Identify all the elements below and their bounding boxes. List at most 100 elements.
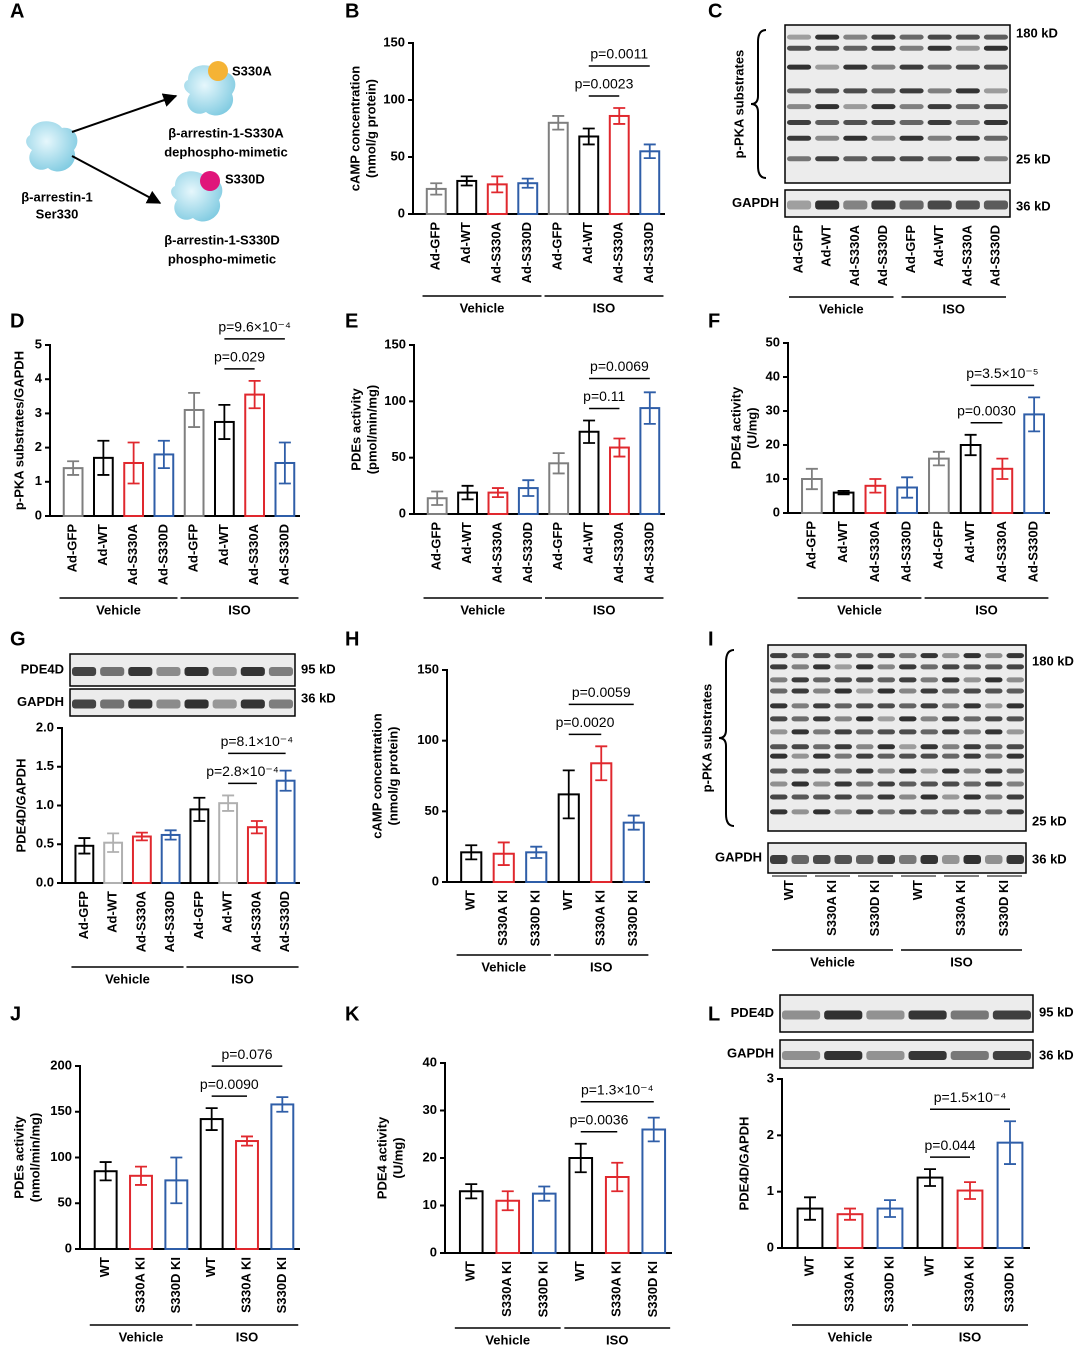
blot-band — [1006, 781, 1024, 787]
error-bar — [552, 115, 565, 131]
blot-band — [268, 667, 293, 676]
blot-band — [963, 781, 981, 787]
blot-band — [899, 653, 917, 659]
annotation: p=9.6×10⁻⁴ — [218, 319, 291, 335]
lane-label: Ad-GFP — [903, 225, 918, 274]
blot-band — [985, 744, 1003, 750]
blot-band — [843, 135, 868, 141]
lane-label: S330D KI — [996, 880, 1011, 936]
blot-band — [942, 781, 960, 787]
blot-band — [942, 729, 960, 735]
x-tick-label: Ad-GFP — [803, 521, 818, 570]
error-bar — [170, 1156, 183, 1205]
error-bar — [222, 794, 235, 812]
blot-band — [927, 119, 952, 125]
group-label: Vehicle — [481, 959, 526, 974]
error-bar — [924, 1168, 936, 1187]
blot-band — [72, 667, 97, 676]
bar — [129, 1174, 153, 1251]
blot-band — [955, 88, 980, 94]
y-tick-label: 2 — [767, 1127, 774, 1142]
blot-band — [787, 119, 812, 125]
blot-band — [1006, 703, 1024, 709]
blot-band — [899, 119, 924, 125]
size-marker: 25 kD — [1032, 813, 1067, 828]
blot-band — [815, 104, 840, 110]
blot-band — [791, 664, 809, 670]
blot-band — [871, 119, 896, 125]
blot-band — [856, 855, 874, 864]
x-tick-label: Ad-WT — [220, 891, 235, 933]
error-bar — [837, 490, 850, 496]
group-label: Vehicle — [119, 1329, 164, 1344]
blot-band — [985, 781, 1003, 787]
blot-band — [843, 104, 868, 110]
error-bar — [643, 143, 656, 160]
variant-desc: dephospho-mimetic — [164, 144, 288, 159]
error-bar — [996, 457, 1009, 480]
size-marker: 95 kD — [301, 661, 336, 676]
x-tick-label: S330D KI — [528, 890, 543, 946]
blot-band — [985, 855, 1003, 864]
blot-band — [770, 753, 788, 759]
error-bar — [643, 391, 656, 425]
blot-band — [770, 744, 788, 750]
annotation: p=0.0036 — [570, 1111, 629, 1127]
blot-band — [834, 768, 852, 774]
y-axis-label: p-PKA substrates/GAPDH — [11, 351, 26, 510]
blot-band — [770, 768, 788, 774]
blot-band — [856, 744, 874, 750]
blot-band — [791, 768, 809, 774]
blot-label: PDE4D — [21, 661, 64, 676]
blot-band — [942, 768, 960, 774]
blot-band — [813, 794, 831, 800]
blot-band — [983, 200, 1008, 210]
blot-band — [843, 156, 868, 162]
x-tick-label: S330A KI — [132, 1257, 147, 1313]
blot-band — [184, 699, 209, 709]
blot-band — [770, 855, 788, 864]
lane-label: Ad-S330A — [959, 224, 974, 286]
y-tick-label: 0 — [398, 205, 405, 220]
x-tick-label: S330D KI — [881, 1256, 896, 1312]
group-label: ISO — [975, 602, 997, 617]
y-tick-label: 100 — [383, 91, 405, 106]
y-tick-label: 150 — [417, 661, 439, 676]
blot-band — [963, 677, 981, 683]
blot-band — [920, 688, 938, 694]
blot-band — [963, 855, 981, 864]
blot-band — [791, 855, 809, 864]
group-label: ISO — [606, 1332, 628, 1347]
blot-band — [791, 753, 809, 759]
annotation: p=8.1×10⁻⁴ — [221, 733, 294, 749]
group-label: ISO — [950, 954, 972, 969]
blot-band — [834, 781, 852, 787]
blot-band — [787, 104, 812, 110]
blot-band — [770, 664, 788, 670]
y-tick-label: 2.0 — [36, 719, 54, 734]
annotation: p=0.0020 — [556, 714, 615, 730]
panel-label: B — [345, 0, 359, 22]
group-label: Vehicle — [105, 971, 150, 986]
y-tick-label: 1.5 — [36, 758, 54, 773]
blot-band — [787, 200, 812, 210]
blot-band — [942, 664, 960, 670]
blot-band — [955, 135, 980, 141]
y-tick-label: 100 — [417, 732, 439, 747]
error-bar — [562, 769, 575, 820]
x-tick-label: Ad-WT — [459, 522, 474, 564]
blot-band — [927, 88, 952, 94]
bar — [131, 835, 152, 884]
lane-label: WT — [781, 880, 796, 900]
blot-band — [866, 1010, 905, 1020]
blot-band — [920, 729, 938, 735]
y-tick-label: 0 — [432, 873, 439, 888]
blot-band — [856, 664, 874, 670]
lane-label: S330A KI — [824, 880, 839, 936]
blot-band — [866, 1051, 905, 1060]
blot-band — [942, 794, 960, 800]
y-tick-label: 150 — [383, 34, 405, 49]
error-bar — [964, 433, 977, 457]
group-label: ISO — [236, 1329, 258, 1344]
y-tick-label: 0 — [430, 1244, 437, 1259]
